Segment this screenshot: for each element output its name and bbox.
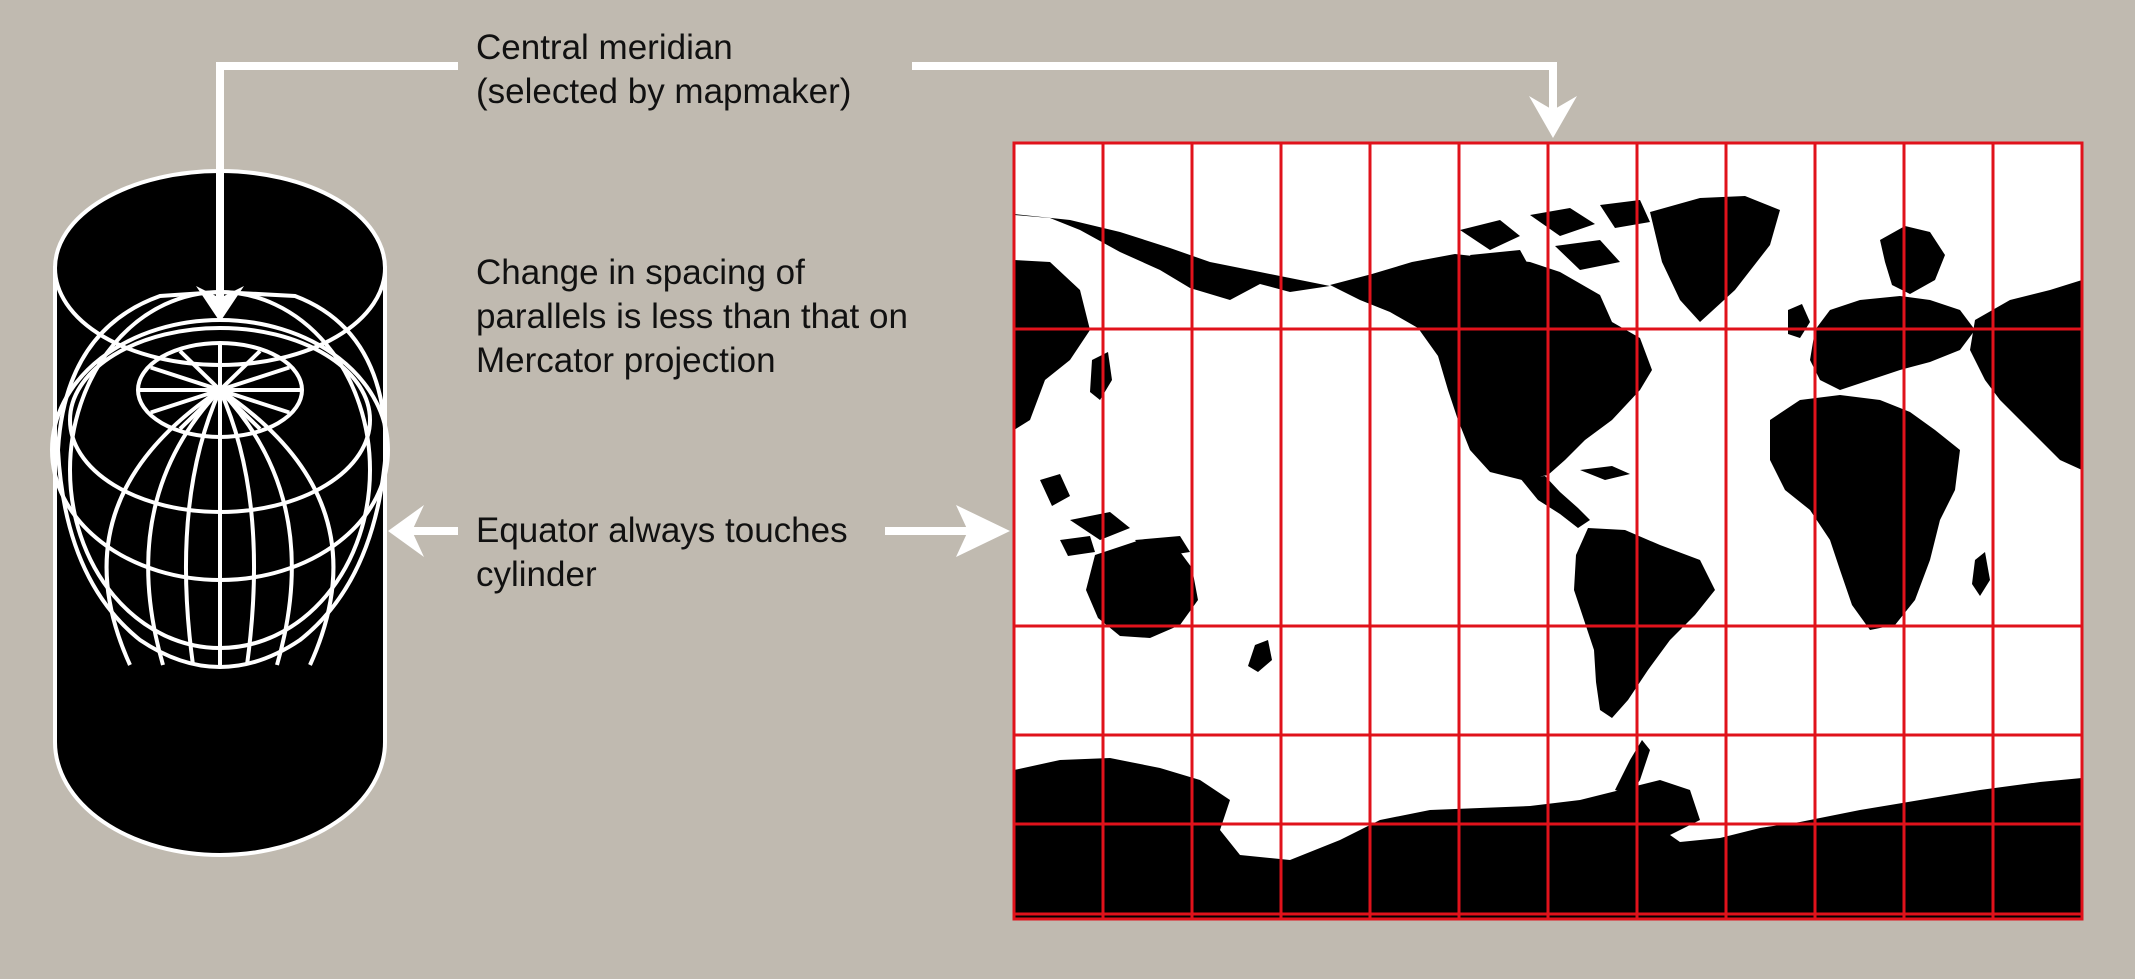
globe-pole-spoke <box>219 388 290 415</box>
globe-outline <box>55 289 389 670</box>
arrowheads <box>196 96 1577 557</box>
meridian-arrowhead-map <box>1529 96 1577 138</box>
map-grid <box>1012 141 2084 921</box>
equator-line-1: Equator always touches <box>476 511 848 550</box>
land-north-america <box>1330 254 1652 480</box>
meridian-arrow-left-line <box>216 62 458 298</box>
central-meridian-line-1: Central meridian <box>476 28 733 67</box>
land-arctic-islands <box>1460 200 1650 272</box>
central-meridian-label: Central meridian (selected by mapmaker) <box>476 26 851 114</box>
land-africa <box>1770 395 1960 630</box>
equator-label: Equator always touches cylinder <box>476 509 848 597</box>
globe-meridians <box>104 388 336 666</box>
globe-pole-spoke <box>219 365 290 392</box>
land-greenland <box>1650 196 1780 322</box>
globe-meridian <box>218 389 257 666</box>
land-new-zealand <box>1248 640 1272 672</box>
globe-pole-spoke <box>150 388 221 415</box>
land-south-america <box>1574 528 1715 718</box>
globe-meridian <box>104 388 222 666</box>
world-map <box>1012 141 2084 921</box>
central-meridian-line-2: (selected by mapmaker) <box>476 72 852 111</box>
globe-pole-spoke <box>218 388 262 431</box>
land-europe <box>1810 296 1975 390</box>
land-caribbean <box>1580 466 1630 480</box>
equator-line-2: cylinder <box>476 555 597 594</box>
globe-pole-spoke <box>150 365 221 392</box>
land-kamchatka <box>1014 260 1090 430</box>
globe-meridian <box>183 389 222 666</box>
land-australia <box>1086 540 1198 638</box>
land-antarctic-peninsula <box>1615 740 1650 795</box>
globe-pole-spoke <box>218 349 262 392</box>
globe-meridian <box>146 388 222 666</box>
land-indonesia <box>1040 474 1190 558</box>
parallel-spacing-label: Change in spacing of parallels is less t… <box>476 251 908 383</box>
arrows <box>216 62 1557 535</box>
equator-arrowhead-map <box>956 505 1010 557</box>
land-alaska-siberia <box>1014 214 1330 300</box>
globe-pole-spoke <box>178 388 222 431</box>
globe-meridian <box>218 388 294 666</box>
parallel-spacing-line-2: parallels is less than that on <box>476 297 908 336</box>
globe-meridian <box>218 388 336 666</box>
land-central-america <box>1520 476 1590 528</box>
land-japan <box>1090 352 1112 400</box>
globe-spokes <box>140 345 300 435</box>
parallel-spacing-line-3: Mercator projection <box>476 341 776 380</box>
meridian-arrow-right-line <box>912 62 1557 112</box>
globe-pole-spoke <box>178 349 222 392</box>
parallel-spacing-line-1: Change in spacing of <box>476 253 805 292</box>
land-madagascar <box>1972 552 1990 596</box>
equator-arrowhead-cylinder <box>388 505 424 557</box>
land-scandinavia <box>1880 226 1945 294</box>
meridian-arrowhead-cylinder <box>196 286 244 322</box>
